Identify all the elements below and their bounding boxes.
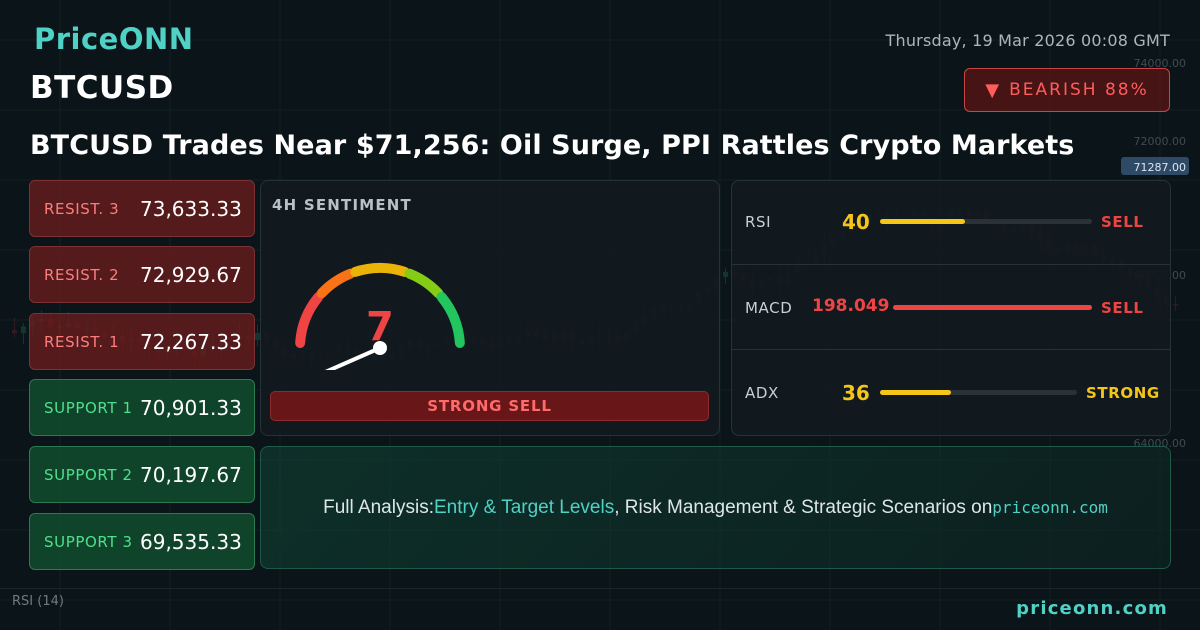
sentiment-value: 7 <box>366 304 394 350</box>
support-3-card: SUPPORT 3 69,535.33 <box>29 513 255 570</box>
indicator-signal: SELL <box>1101 213 1144 231</box>
bearish-label: BEARISH 88% <box>1009 80 1149 100</box>
gauge-segment <box>404 268 444 299</box>
gauge-segment <box>436 292 465 348</box>
current-price-tag <box>1121 157 1189 175</box>
indicator-fill <box>880 390 951 395</box>
footer-site-link[interactable]: priceonn.com <box>1016 598 1168 619</box>
level-value: 73,633.33 <box>140 196 242 221</box>
full-analysis-banner[interactable]: Full Analysis: Entry & Target Levels , R… <box>260 446 1171 569</box>
background-candle-body <box>21 326 26 334</box>
indicator-fill <box>880 219 965 224</box>
bearish-badge: ▼ BEARISH 88% <box>964 68 1170 112</box>
gauge-segment <box>316 268 356 299</box>
sentiment-verdict: STRONG SELL <box>270 391 709 421</box>
level-value: 72,267.33 <box>140 329 242 354</box>
gauge-needle <box>324 346 382 370</box>
gauge-segment <box>295 292 324 348</box>
rsi-label: RSI <box>12 594 34 609</box>
priceonn-logo: PriceONN <box>34 22 194 56</box>
level-label: SUPPORT 1 <box>44 398 133 417</box>
sentiment-gauge <box>295 263 465 370</box>
indicator-name: ADX <box>745 384 779 402</box>
level-value: 72,929.67 <box>140 262 242 287</box>
indicator-signal: SELL <box>1101 299 1144 317</box>
resistance-2-card: RESIST. 2 72,929.67 <box>29 246 255 303</box>
triangle-down-icon: ▼ <box>985 79 1000 101</box>
support-1-card: SUPPORT 1 70,901.33 <box>29 379 255 436</box>
level-value: 69,535.33 <box>140 529 242 554</box>
gauge-segment <box>350 263 410 277</box>
timestamp: Thursday, 19 Mar 2026 00:08 GMT <box>885 31 1170 50</box>
divider <box>0 588 1200 589</box>
level-label: SUPPORT 2 <box>44 465 133 484</box>
rsi-footer-label: RSI (14) <box>12 594 64 609</box>
level-label: RESIST. 2 <box>44 265 120 284</box>
background-candle-body <box>12 330 17 334</box>
level-label: RESIST. 3 <box>44 199 120 218</box>
indicator-signal: STRONG <box>1086 384 1160 402</box>
level-label: SUPPORT 3 <box>44 532 133 551</box>
rsi-period: (14) <box>37 594 64 609</box>
level-label: RESIST. 1 <box>44 332 120 351</box>
indicator-value: 36 <box>842 381 870 405</box>
resistance-1-card: RESIST. 1 72,267.33 <box>29 313 255 370</box>
price-axis-label: 72000.00 <box>1134 135 1187 148</box>
indicator-fill <box>893 305 1092 310</box>
indicator-row-rsi <box>731 180 1171 265</box>
background-candle-body <box>255 332 260 340</box>
indicator-name: MACD <box>745 299 793 317</box>
indicator-track <box>880 390 1077 395</box>
cta-highlight: Entry & Target Levels <box>433 496 615 518</box>
gauge-hub <box>373 341 387 355</box>
indicator-row-macd <box>731 265 1171 350</box>
current-price-label: 71287.00 <box>1134 161 1187 174</box>
price-axis-label: 74000.00 <box>1134 57 1187 70</box>
cta-site-link[interactable]: priceonn.com <box>992 498 1108 517</box>
cta-prefix: Full Analysis: <box>323 496 434 518</box>
indicator-track <box>880 219 1092 224</box>
background-candle-body <box>723 271 728 277</box>
background-candle-body <box>1173 304 1178 306</box>
resistance-3-card: RESIST. 3 73,633.33 <box>29 180 255 237</box>
support-2-card: SUPPORT 2 70,197.67 <box>29 446 255 503</box>
indicator-value: 198.049 <box>812 296 890 316</box>
cta-middle: , Risk Management & Strategic Scenarios … <box>614 496 993 518</box>
level-value: 70,901.33 <box>140 395 242 420</box>
sentiment-title: 4H SENTIMENT <box>272 196 412 214</box>
symbol-title: BTCUSD <box>30 70 174 106</box>
indicator-name: RSI <box>745 213 772 231</box>
level-value: 70,197.67 <box>140 462 242 487</box>
indicator-track <box>893 305 1092 310</box>
indicator-value: 40 <box>842 210 870 234</box>
headline: BTCUSD Trades Near $71,256: Oil Surge, P… <box>30 130 1075 161</box>
